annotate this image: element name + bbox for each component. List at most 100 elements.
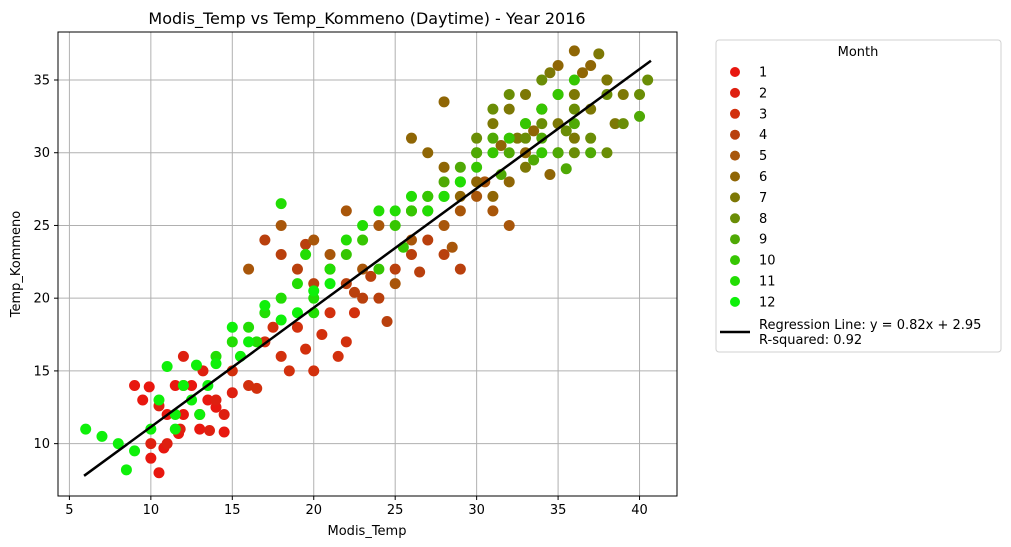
data-point-month-4 — [300, 238, 312, 250]
data-point-month-7 — [568, 132, 580, 144]
data-point-month-11 — [243, 321, 255, 333]
data-point-month-8 — [536, 74, 548, 86]
data-point-month-5 — [503, 219, 515, 231]
data-point-month-6 — [471, 176, 483, 188]
data-point-month-5 — [357, 263, 369, 275]
data-point-month-2 — [210, 394, 222, 406]
data-point-month-12 — [120, 464, 132, 476]
data-point-month-8 — [642, 74, 654, 86]
data-point-month-12 — [96, 430, 108, 442]
legend-label-month-11: 11 — [759, 275, 776, 290]
data-point-month-1 — [137, 394, 149, 406]
data-point-month-10 — [340, 249, 352, 261]
y-tick-label: 25 — [33, 219, 50, 234]
data-point-month-4 — [348, 286, 360, 298]
data-point-month-12 — [186, 394, 198, 406]
legend-label-month-1: 1 — [759, 66, 767, 81]
data-point-month-8 — [560, 125, 572, 137]
data-point-month-6 — [495, 139, 507, 151]
data-point-month-9 — [536, 132, 548, 144]
data-point-month-4 — [389, 263, 401, 275]
data-point-month-2 — [218, 409, 230, 421]
data-point-month-7 — [511, 132, 523, 144]
y-tick-label: 20 — [33, 292, 50, 307]
data-point-month-6 — [422, 147, 434, 159]
data-point-month-10 — [487, 147, 499, 159]
data-point-month-8 — [487, 103, 499, 115]
data-point-month-1 — [129, 379, 141, 391]
data-point-month-7 — [593, 48, 605, 60]
data-point-month-9 — [487, 132, 499, 144]
data-point-month-12 — [275, 314, 287, 326]
data-point-month-1 — [218, 426, 230, 438]
data-point-month-3 — [316, 329, 328, 341]
legend-marker-month-11 — [730, 276, 740, 286]
data-point-month-12 — [324, 278, 336, 290]
data-point-month-11 — [275, 292, 287, 304]
y-axis-label: Temp_Kommeno — [9, 211, 24, 319]
data-point-month-11 — [373, 205, 385, 217]
data-point-month-12 — [308, 285, 320, 297]
data-point-month-3 — [267, 321, 279, 333]
legend-label-month-6: 6 — [759, 170, 767, 185]
data-point-month-8 — [568, 103, 580, 115]
data-point-month-3 — [340, 336, 352, 348]
data-point-month-12 — [169, 423, 181, 435]
data-point-month-2 — [177, 350, 189, 362]
x-tick-label: 15 — [224, 503, 241, 518]
data-point-month-4 — [259, 234, 271, 246]
data-point-month-12 — [210, 358, 222, 370]
data-point-month-8 — [601, 147, 613, 159]
data-point-month-1 — [145, 452, 157, 464]
data-point-month-11 — [251, 336, 263, 348]
data-point-month-10 — [552, 89, 564, 101]
data-point-month-9 — [503, 147, 515, 159]
data-point-month-8 — [585, 132, 597, 144]
legend-marker-month-10 — [730, 255, 740, 266]
data-point-month-6 — [487, 190, 499, 202]
data-point-month-12 — [177, 379, 189, 391]
data-point-month-11 — [454, 176, 466, 188]
x-tick-label: 25 — [387, 503, 404, 518]
regression-line-layer — [83, 59, 652, 477]
data-point-month-3 — [275, 350, 287, 362]
x-tick-label: 30 — [468, 503, 485, 518]
legend-label-month-9: 9 — [759, 233, 767, 248]
data-point-month-6 — [568, 45, 580, 57]
data-point-month-4 — [438, 249, 450, 261]
data-point-month-10 — [503, 132, 515, 144]
data-point-month-5 — [340, 205, 352, 217]
legend-marker-month-2 — [730, 87, 740, 98]
data-point-month-12 — [243, 336, 255, 348]
data-point-month-3 — [308, 365, 320, 377]
legend-marker-month-4 — [730, 129, 740, 140]
data-point-month-8 — [634, 89, 646, 101]
data-point-month-3 — [251, 382, 263, 394]
data-point-month-6 — [503, 176, 515, 188]
data-point-month-10 — [536, 103, 548, 115]
data-point-month-12 — [194, 409, 206, 421]
legend-marker-month-8 — [730, 213, 740, 224]
x-tick-label: 5 — [65, 503, 73, 518]
data-point-month-7 — [520, 161, 532, 173]
data-point-month-9 — [454, 161, 466, 173]
data-point-month-12 — [153, 394, 165, 406]
data-point-month-10 — [471, 161, 483, 173]
x-tick-label: 20 — [305, 503, 322, 518]
data-point-month-10 — [520, 118, 532, 130]
data-point-month-10 — [373, 263, 385, 275]
data-point-month-4 — [357, 292, 369, 304]
data-point-month-9 — [552, 147, 564, 159]
data-point-month-5 — [438, 219, 450, 231]
data-point-month-11 — [357, 219, 369, 231]
data-point-month-3 — [348, 307, 360, 319]
data-point-month-4 — [275, 249, 287, 261]
data-point-month-6 — [552, 59, 564, 71]
data-point-month-11 — [291, 278, 303, 290]
data-point-month-6 — [585, 59, 597, 71]
data-point-month-3 — [291, 321, 303, 333]
data-point-month-4 — [381, 315, 393, 327]
data-point-month-11 — [324, 263, 336, 275]
